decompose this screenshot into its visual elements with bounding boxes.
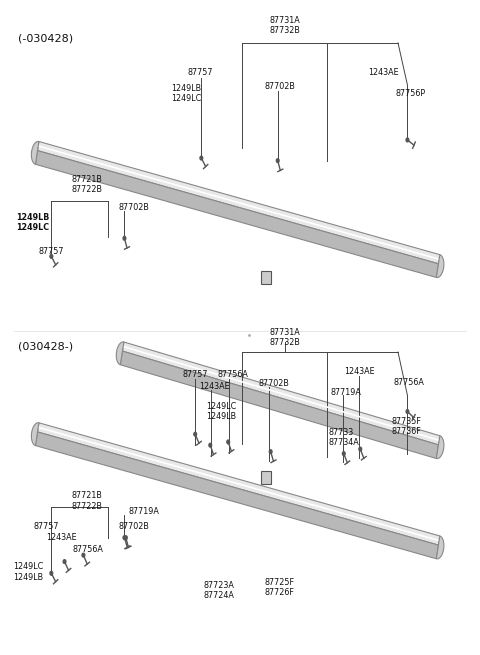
Circle shape <box>276 159 279 162</box>
Text: 87757: 87757 <box>34 521 60 531</box>
Text: 87731A
87732B: 87731A 87732B <box>269 328 300 347</box>
Text: 87756P: 87756P <box>396 89 426 98</box>
Polygon shape <box>37 141 440 264</box>
Text: 87702B: 87702B <box>259 379 290 388</box>
Circle shape <box>227 440 229 444</box>
Text: 1243AE: 1243AE <box>344 367 374 376</box>
Text: 1249LB
1249LC: 1249LB 1249LC <box>172 84 202 103</box>
Text: 87731A
87732B: 87731A 87732B <box>269 16 300 35</box>
Circle shape <box>63 560 66 563</box>
Circle shape <box>342 452 345 455</box>
Text: 87756A: 87756A <box>218 369 249 379</box>
Text: 1249LC
1249LB: 1249LC 1249LB <box>12 562 43 582</box>
Circle shape <box>269 450 272 453</box>
Circle shape <box>50 255 53 258</box>
Text: 87719A: 87719A <box>331 388 361 397</box>
Text: 87757: 87757 <box>182 370 208 379</box>
Text: 87723A
87724A: 87723A 87724A <box>203 581 234 601</box>
Text: 87702B: 87702B <box>118 521 149 531</box>
Polygon shape <box>436 255 444 278</box>
Text: 87702B: 87702B <box>118 203 149 212</box>
Bar <box>261 471 271 484</box>
Text: 1249LC
1249LB: 1249LC 1249LB <box>206 402 236 421</box>
Text: 87733
87734A: 87733 87734A <box>329 428 360 447</box>
Text: 1243AE: 1243AE <box>368 67 399 77</box>
Text: 1249LB
1249LC: 1249LB 1249LC <box>16 213 49 233</box>
Text: 87756A: 87756A <box>72 545 103 554</box>
Text: 87757: 87757 <box>187 67 213 77</box>
Polygon shape <box>36 432 438 559</box>
Text: 1243AE: 1243AE <box>47 533 77 542</box>
Polygon shape <box>436 536 444 559</box>
Polygon shape <box>37 422 440 545</box>
Text: 87725F
87726F: 87725F 87726F <box>265 578 295 597</box>
Circle shape <box>209 443 212 447</box>
Polygon shape <box>436 436 444 458</box>
Circle shape <box>123 236 126 240</box>
Circle shape <box>124 536 127 540</box>
Text: 1243AE: 1243AE <box>199 382 229 391</box>
Polygon shape <box>116 342 124 365</box>
Text: (-030428): (-030428) <box>18 33 73 43</box>
Circle shape <box>50 571 53 575</box>
Circle shape <box>200 156 203 160</box>
Text: 87721B
87722B: 87721B 87722B <box>71 491 102 510</box>
Text: 87721B
87722B: 87721B 87722B <box>71 175 102 195</box>
Circle shape <box>406 410 409 413</box>
Text: (030428-): (030428-) <box>18 342 73 352</box>
Polygon shape <box>120 351 438 458</box>
Polygon shape <box>31 422 39 445</box>
Circle shape <box>194 432 196 436</box>
Polygon shape <box>122 342 440 445</box>
Circle shape <box>406 138 409 142</box>
Text: 87702B: 87702B <box>265 83 296 92</box>
Text: 87756A: 87756A <box>393 378 424 387</box>
Bar <box>261 271 271 284</box>
Text: 87735F
87736F: 87735F 87736F <box>392 417 422 436</box>
Circle shape <box>359 447 361 451</box>
Text: 87757: 87757 <box>38 247 64 255</box>
Text: 87719A: 87719A <box>128 508 159 516</box>
Circle shape <box>82 553 85 557</box>
Polygon shape <box>36 151 438 278</box>
Polygon shape <box>31 141 39 164</box>
Circle shape <box>123 536 126 540</box>
